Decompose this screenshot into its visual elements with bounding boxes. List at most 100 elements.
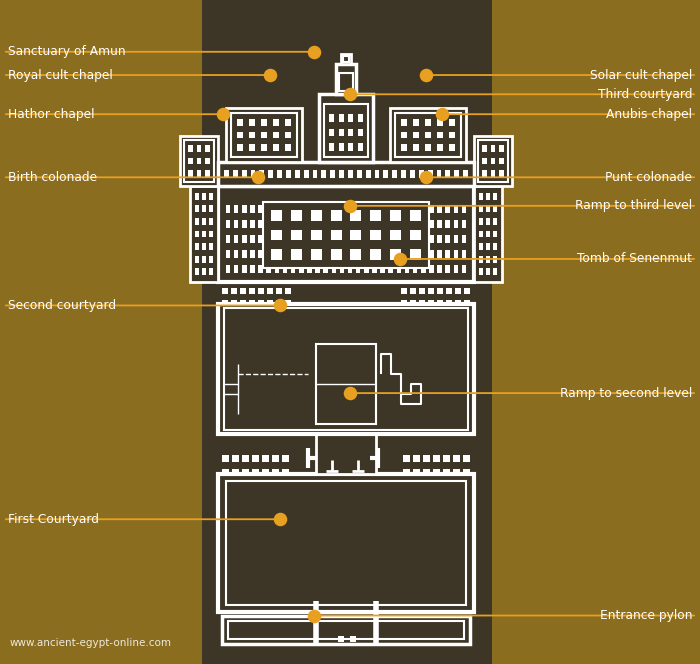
Bar (332, 250, 336, 258)
Bar (218, 474, 474, 612)
Bar (486, 256, 490, 262)
Bar (285, 144, 291, 151)
Bar (222, 300, 228, 306)
Bar (494, 243, 497, 250)
Bar (307, 250, 312, 258)
Bar (449, 131, 455, 139)
Bar (372, 220, 377, 228)
Bar (372, 235, 377, 243)
Bar (226, 205, 230, 213)
Bar (248, 144, 256, 151)
Bar (262, 469, 269, 476)
Bar (202, 268, 206, 275)
Text: Ramp to second level: Ramp to second level (560, 386, 692, 400)
Bar (197, 157, 202, 165)
Bar (384, 169, 388, 179)
Bar (389, 235, 393, 243)
Bar (462, 250, 466, 258)
Bar (291, 235, 295, 243)
Bar (307, 235, 312, 243)
Point (217, 109, 228, 120)
Text: Anubis chapel: Anubis chapel (606, 108, 692, 121)
Bar (282, 455, 289, 462)
Point (420, 172, 431, 183)
Bar (365, 169, 370, 179)
Bar (364, 205, 369, 213)
Bar (209, 205, 214, 212)
Bar (240, 288, 246, 294)
Bar (190, 186, 218, 282)
Bar (380, 235, 385, 243)
Bar (438, 205, 442, 213)
Bar (307, 220, 312, 228)
Bar (413, 235, 417, 243)
Bar (258, 235, 262, 243)
Bar (395, 113, 461, 157)
Bar (372, 264, 377, 273)
Bar (351, 210, 361, 221)
Bar (494, 256, 497, 262)
Point (252, 172, 263, 183)
Bar (232, 469, 239, 476)
Bar (258, 205, 262, 213)
Bar (494, 205, 497, 212)
Point (308, 46, 319, 57)
Bar (242, 469, 249, 476)
Bar (343, 56, 349, 62)
Bar (364, 250, 369, 258)
Bar (446, 288, 452, 294)
Bar (195, 218, 199, 225)
Bar (315, 250, 320, 258)
Bar (482, 157, 486, 165)
Bar (272, 249, 282, 260)
Bar (429, 264, 433, 273)
Bar (316, 434, 376, 474)
Bar (291, 230, 302, 240)
Bar (274, 250, 279, 258)
Bar (231, 113, 297, 157)
Bar (421, 250, 426, 258)
Bar (413, 264, 417, 273)
Bar (234, 220, 239, 228)
Bar (443, 455, 450, 462)
Bar (364, 220, 369, 228)
Bar (463, 169, 468, 179)
Bar (494, 230, 497, 238)
Bar (226, 250, 230, 258)
Bar (311, 230, 322, 240)
Bar (209, 193, 214, 200)
Bar (479, 243, 483, 250)
Bar (202, 218, 206, 225)
Bar (222, 469, 229, 476)
Bar (299, 250, 304, 258)
Bar (291, 264, 295, 273)
Bar (195, 268, 199, 275)
Bar (195, 205, 199, 212)
Bar (350, 636, 356, 642)
Bar (413, 119, 419, 125)
Bar (258, 250, 262, 258)
Bar (209, 218, 214, 225)
Bar (262, 455, 269, 462)
Bar (413, 455, 420, 462)
Bar (389, 205, 393, 213)
Bar (268, 169, 273, 179)
Bar (329, 129, 335, 136)
Bar (267, 264, 271, 273)
Bar (410, 230, 421, 240)
Bar (319, 94, 373, 162)
Bar (283, 235, 287, 243)
Bar (277, 169, 282, 179)
Bar (209, 243, 214, 250)
Bar (276, 288, 282, 294)
Bar (195, 193, 199, 200)
Bar (338, 636, 344, 642)
Bar (413, 250, 417, 258)
Bar (413, 469, 420, 476)
Bar (433, 469, 440, 476)
Bar (252, 455, 259, 462)
Bar (462, 220, 466, 228)
Bar (299, 235, 304, 243)
Bar (390, 249, 401, 260)
Bar (499, 170, 504, 177)
